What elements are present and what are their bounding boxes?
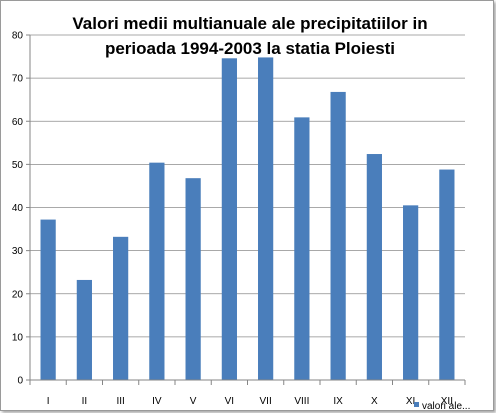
bars <box>40 57 455 381</box>
x-tick-label: III <box>116 396 124 407</box>
x-tick-label: XI <box>406 396 415 407</box>
y-tick-label: 70 <box>12 74 24 85</box>
bar-IX <box>330 91 346 381</box>
y-tick-label: 30 <box>12 246 24 257</box>
y-tick-labels: 0 10 20 30 40 50 60 70 80 <box>12 31 30 387</box>
y-tick-label: 80 <box>12 31 24 42</box>
x-tick-label: VI <box>225 396 234 407</box>
y-tick-label: 20 <box>12 289 24 300</box>
legend-swatch <box>414 402 419 407</box>
y-tick-label: 40 <box>12 203 24 214</box>
bar-X <box>366 154 382 380</box>
bar-III <box>113 236 129 380</box>
bar-XI <box>403 205 419 380</box>
y-tick-label: 60 <box>12 117 24 128</box>
bar-V <box>185 178 201 380</box>
x-tick-label: IV <box>152 396 162 407</box>
y-tick-label: 10 <box>12 332 24 343</box>
bar-VII <box>258 57 274 381</box>
x-tick-label: X <box>371 396 378 407</box>
legend: valori ale... <box>414 401 470 412</box>
y-tick-label: 0 <box>17 376 23 387</box>
x-tick-label: VII <box>260 396 272 407</box>
x-tick-label: II <box>82 396 88 407</box>
y-tick-label: 50 <box>12 160 24 171</box>
x-tick-labels: I II III IV V VI VII VIII IX X XI XII <box>29 380 466 407</box>
bar-VIII <box>294 117 310 381</box>
x-tick-label: I <box>47 396 50 407</box>
bar-II <box>76 279 92 380</box>
x-tick-label: V <box>190 396 197 407</box>
x-tick-label: VIII <box>294 396 309 407</box>
legend-label: valori ale... <box>422 401 470 412</box>
x-tick-label: IX <box>333 396 343 407</box>
bar-XII <box>439 169 455 380</box>
chart-title-line-1: Valori medii multianuale ale precipitati… <box>72 14 428 33</box>
bar-I <box>40 219 56 380</box>
bar-VI <box>221 58 237 380</box>
chart-title-line-2: perioada 1994-2003 la statia Ploiesti <box>104 39 396 58</box>
bar-IV <box>149 162 165 380</box>
x-tick-label: XII <box>441 396 453 407</box>
gridlines <box>30 34 465 338</box>
